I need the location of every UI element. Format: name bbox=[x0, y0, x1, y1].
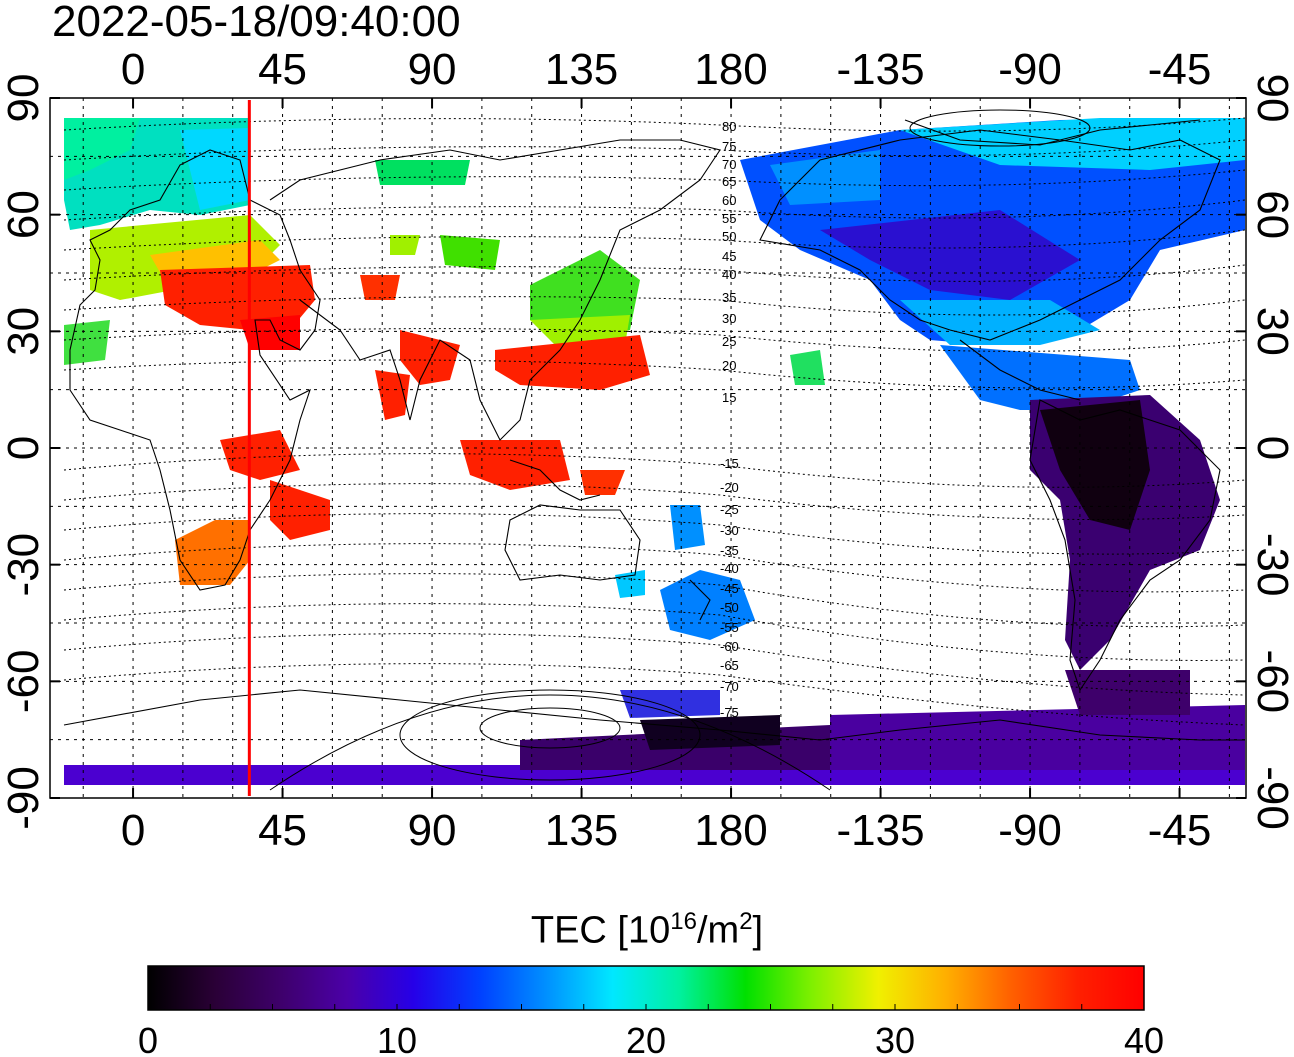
contour-label: -70 bbox=[720, 679, 739, 694]
colorbar-tick-labels: 0 10 20 30 40 bbox=[138, 1020, 1164, 1057]
colorbar bbox=[147, 965, 1145, 1011]
coastline-layer bbox=[63, 119, 1245, 741]
colorbar-tick-label: 40 bbox=[1124, 1020, 1164, 1057]
top-lon-label: 180 bbox=[694, 45, 767, 94]
contour-label: 35 bbox=[722, 290, 736, 305]
top-lon-label: -90 bbox=[998, 45, 1062, 94]
left-lat-label: 30 bbox=[0, 307, 48, 356]
right-lat-label: 30 bbox=[1248, 307, 1294, 356]
contour-label: -20 bbox=[720, 480, 739, 495]
contour-label: 80 bbox=[722, 119, 736, 134]
bottom-lon-label: 90 bbox=[408, 806, 457, 855]
colorbar-tick-label: 10 bbox=[377, 1020, 417, 1057]
top-lon-label: -135 bbox=[837, 45, 925, 94]
right-lat-label: -30 bbox=[1248, 533, 1294, 597]
colorbar-ticks bbox=[147, 1004, 1145, 1010]
right-lat-label: 0 bbox=[1248, 436, 1294, 460]
contour-label: -65 bbox=[720, 658, 739, 673]
contour-labels-south: -15 -20 -25 -30 -35 -40 -45 -50 -55 -60 -65 -70 -75 bbox=[720, 456, 739, 720]
left-lat-label: 60 bbox=[0, 190, 48, 239]
left-lat-label: 0 bbox=[0, 436, 48, 460]
contour-label: -60 bbox=[720, 639, 739, 654]
contour-label: 60 bbox=[722, 193, 736, 208]
magnetic-pole-contours bbox=[269, 109, 1091, 791]
right-lat-label: -90 bbox=[1248, 766, 1294, 830]
top-lon-label: -45 bbox=[1148, 45, 1212, 94]
contour-label: -15 bbox=[720, 456, 739, 471]
bottom-lon-label: -90 bbox=[998, 806, 1062, 855]
left-lat-label: -30 bbox=[0, 533, 48, 597]
bottom-lon-label: 135 bbox=[545, 806, 618, 855]
contour-label: 65 bbox=[722, 174, 736, 189]
right-lat-label: 60 bbox=[1248, 190, 1294, 239]
contour-label: -35 bbox=[720, 543, 739, 558]
contour-label: -45 bbox=[720, 581, 739, 596]
bottom-lon-label: 180 bbox=[694, 806, 767, 855]
contour-label: 55 bbox=[722, 211, 736, 226]
contour-label: -50 bbox=[720, 600, 739, 615]
left-lat-label: -60 bbox=[0, 650, 48, 714]
contour-label: 20 bbox=[722, 358, 736, 373]
top-lon-label: 135 bbox=[545, 45, 618, 94]
colorbar-tick-label: 0 bbox=[138, 1020, 158, 1057]
contour-labels-north: 80 75 70 65 60 55 50 45 40 35 30 25 20 15 bbox=[722, 119, 736, 405]
bottom-lon-label: 45 bbox=[258, 806, 307, 855]
colorbar-title-unit-exponent: 2 bbox=[739, 908, 753, 935]
right-lat-label: -60 bbox=[1248, 650, 1294, 714]
top-lon-label: 90 bbox=[408, 45, 457, 94]
colorbar-title-text: TEC [10 bbox=[530, 909, 671, 952]
colorbar-title-exponent: 16 bbox=[670, 908, 697, 935]
left-latitude-labels: 90 60 30 0 -30 -60 -90 bbox=[0, 74, 48, 830]
contour-label: 45 bbox=[722, 249, 736, 264]
right-lat-label: 90 bbox=[1248, 74, 1294, 123]
bottom-lon-label: -135 bbox=[837, 806, 925, 855]
contour-label: 30 bbox=[722, 311, 736, 326]
axis-ticks bbox=[50, 97, 1246, 799]
bottom-longitude-labels: 0 45 90 135 180 -135 -90 -45 bbox=[121, 806, 1212, 855]
left-lat-label: 90 bbox=[0, 74, 48, 123]
bottom-lon-label: 0 bbox=[121, 806, 145, 855]
colorbar-title: TEC [1016/m2] bbox=[0, 900, 1294, 953]
left-lat-label: -90 bbox=[0, 766, 48, 830]
bottom-lon-label: -45 bbox=[1148, 806, 1212, 855]
contour-label: 70 bbox=[722, 157, 736, 172]
top-lon-label: 45 bbox=[258, 45, 307, 94]
contour-label: 25 bbox=[722, 334, 736, 349]
contour-label: -25 bbox=[720, 502, 739, 517]
right-latitude-labels: 90 60 30 0 -30 -60 -90 bbox=[1248, 74, 1294, 830]
top-longitude-labels: 0 45 90 135 180 -135 -90 -45 bbox=[121, 45, 1212, 94]
contour-label: 75 bbox=[722, 139, 736, 154]
contour-label: -55 bbox=[720, 620, 739, 635]
contour-label: -75 bbox=[720, 705, 739, 720]
contour-label: 15 bbox=[722, 390, 736, 405]
map-title: 2022-05-18/09:40:00 bbox=[52, 0, 461, 46]
colorbar-title-unit: /m bbox=[696, 909, 740, 952]
colorbar-title-close: ] bbox=[752, 909, 764, 952]
contour-label: 50 bbox=[722, 229, 736, 244]
contour-label: 40 bbox=[722, 267, 736, 282]
colorbar-tick-label: 20 bbox=[626, 1020, 666, 1057]
colorbar-tick-label: 30 bbox=[875, 1020, 915, 1057]
contour-label: -40 bbox=[720, 561, 739, 576]
top-lon-label: 0 bbox=[121, 45, 145, 94]
contour-label: -30 bbox=[720, 523, 739, 538]
